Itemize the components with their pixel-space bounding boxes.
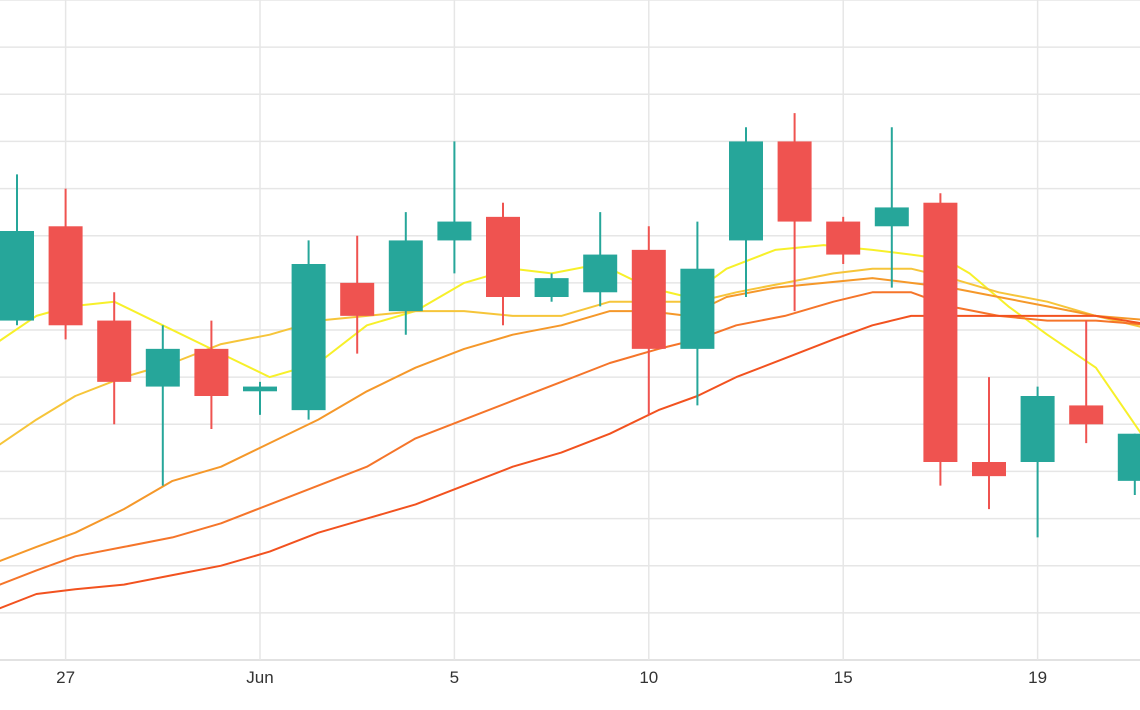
candle-body bbox=[972, 462, 1006, 477]
candle-body bbox=[437, 221, 472, 241]
candle bbox=[145, 325, 180, 486]
candle-body bbox=[243, 386, 277, 392]
moving-average-lines bbox=[0, 244, 1140, 610]
candle bbox=[923, 193, 958, 486]
candle-body bbox=[583, 254, 618, 293]
candle bbox=[48, 188, 83, 340]
candle-body bbox=[729, 141, 763, 241]
candle-body bbox=[1117, 433, 1140, 481]
candle bbox=[437, 141, 472, 274]
x-tick-label: 5 bbox=[450, 668, 459, 687]
candle bbox=[1117, 433, 1140, 495]
x-axis-ticks: 27 Jun 5 10 15 19 bbox=[56, 668, 1047, 687]
candle bbox=[729, 127, 763, 297]
x-tick-label: 15 bbox=[834, 668, 853, 687]
candle bbox=[583, 212, 618, 307]
candle bbox=[534, 273, 569, 302]
horizontal-gridlines bbox=[0, 0, 1140, 661]
candle-body bbox=[291, 264, 326, 411]
x-tick-label: 27 bbox=[56, 668, 75, 687]
candle-body bbox=[194, 348, 229, 396]
candle bbox=[631, 226, 666, 415]
x-tick-label: 10 bbox=[639, 668, 658, 687]
candle-body bbox=[1020, 396, 1055, 462]
candle-body bbox=[97, 320, 132, 382]
x-tick-label: 19 bbox=[1028, 668, 1047, 687]
candle bbox=[680, 221, 715, 406]
candle-body bbox=[631, 249, 666, 349]
candle-body bbox=[1069, 405, 1104, 425]
candle bbox=[777, 113, 812, 312]
candles bbox=[0, 113, 1140, 538]
candle-body bbox=[874, 207, 909, 227]
candle-body bbox=[777, 141, 812, 222]
candle-body bbox=[145, 348, 180, 387]
candle bbox=[972, 377, 1006, 510]
candle-body bbox=[486, 216, 520, 297]
candle-body bbox=[826, 221, 861, 255]
candle bbox=[97, 292, 132, 425]
candle bbox=[874, 127, 909, 288]
candle bbox=[388, 212, 423, 335]
candle bbox=[826, 216, 861, 264]
moving-average-line bbox=[0, 277, 1140, 563]
candle bbox=[1069, 320, 1104, 444]
moving-average-line bbox=[0, 291, 1140, 586]
candle bbox=[0, 174, 34, 326]
candle bbox=[291, 240, 326, 420]
candle-body bbox=[388, 240, 423, 312]
candle bbox=[486, 202, 520, 326]
candle bbox=[243, 381, 277, 415]
candle-body bbox=[923, 202, 958, 462]
candle-body bbox=[0, 231, 34, 321]
candle-body bbox=[534, 278, 569, 297]
moving-average-line bbox=[0, 244, 1140, 434]
candle-body bbox=[680, 268, 715, 349]
candle bbox=[340, 235, 375, 354]
x-tick-label: Jun bbox=[246, 668, 273, 687]
candle-body bbox=[48, 226, 83, 326]
candle-body bbox=[340, 282, 375, 316]
candle bbox=[1020, 386, 1055, 538]
candle bbox=[194, 320, 229, 429]
